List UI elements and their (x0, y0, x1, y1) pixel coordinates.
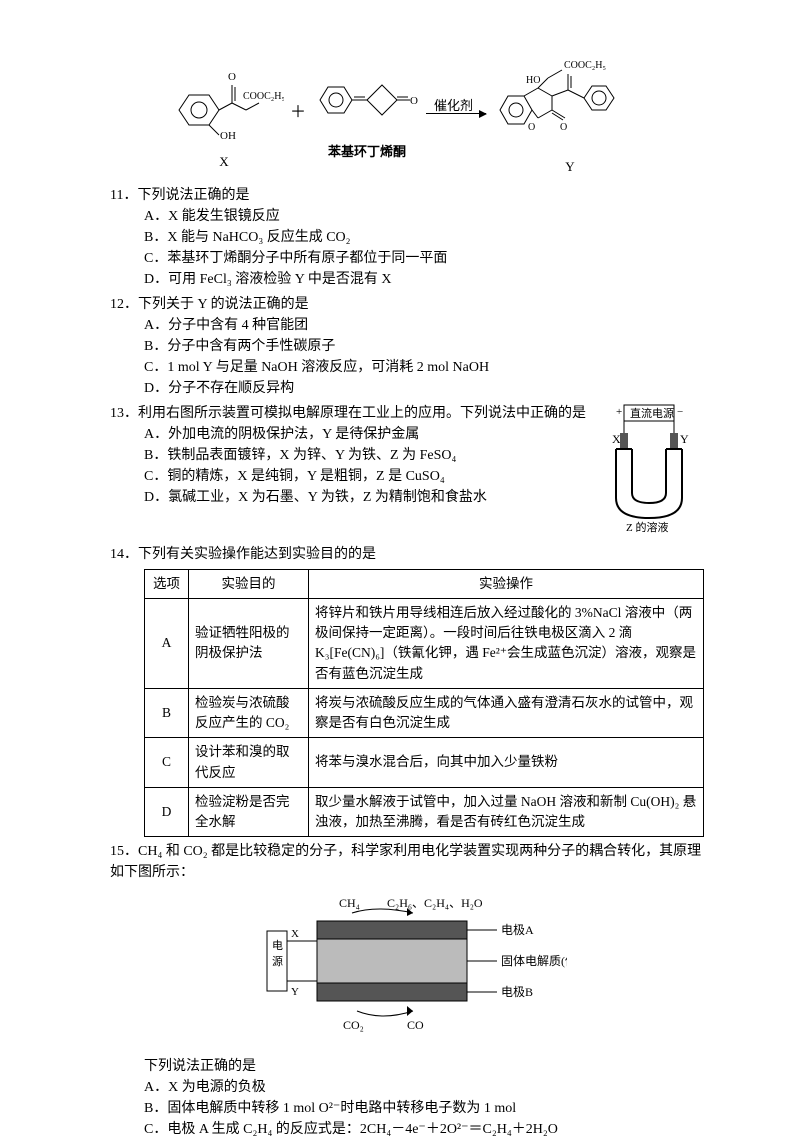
q15-stem: CH₄ 和 CO₂ 都是比较稳定的分子，科学家利用电化学装置实现两种分子的耦合转… (110, 844, 701, 880)
question-15: 15．CH₄ 和 CO₂ 都是比较稳定的分子，科学家利用电化学装置实现两种分子的… (110, 841, 704, 1140)
molecule-x: O COOC₂H₅ OH X (164, 55, 284, 172)
q12-number: 12． (110, 297, 138, 312)
q12-opt-c: C．1 mol Y 与足量 NaOH 溶液反应，可消耗 2 mol NaOH (144, 357, 704, 378)
q15-y: Y (291, 986, 299, 998)
q15-co2: CO₂ (343, 1018, 364, 1032)
q15-out-top: C₂H₆、C₂H₄、H₂O (387, 896, 483, 910)
q13-fig-x: X (612, 432, 621, 446)
molecule-y: HO O O COOC₂H₅ Y (490, 50, 650, 177)
q15-opt-c: C．电极 A 生成 C₂H₄ 的反应式是：2CH₄－4e⁻＋2O²⁻＝C₂H₄＋… (144, 1119, 704, 1140)
q14-table: 选项 实验目的 实验操作 A 验证牺牲阳极的阴极保护法 将锌片和铁片用导线相连后… (144, 569, 704, 838)
svg-text:−: − (677, 406, 683, 418)
reaction-scheme: O COOC₂H₅ OH X ＋ O 苯基环丁烯酮 催化剂 HO (110, 50, 704, 177)
q14-number: 14． (110, 547, 138, 562)
q14-stem: 下列有关实验操作能达到实验目的的是 (138, 547, 376, 562)
q12-stem: 下列关于 Y 的说法正确的是 (138, 297, 309, 312)
q11-opt-b: B．X 能与 NaHCO₃ 反应生成 CO₂ (144, 227, 704, 248)
q15-elecB: 电极B (501, 985, 533, 999)
q15-co: CO (407, 1018, 424, 1032)
molecule-reagent: O 苯基环丁烯酮 (312, 65, 422, 162)
q12-opt-b: B．分子中含有两个手性碳原子 (144, 336, 704, 357)
x-cooc2h5: COOC₂H₅ (243, 91, 284, 102)
question-12: 12．下列关于 Y 的说法正确的是 A．分子中含有 4 种官能团 B．分子中含有… (110, 294, 704, 399)
question-14: 14．下列有关实验操作能达到实验目的的是 选项 实验目的 实验操作 A 验证牺牲… (110, 544, 704, 838)
q15-ch4: CH₄ (339, 896, 360, 910)
q15-stem2: 下列说法正确的是 (144, 1056, 704, 1077)
th-option: 选项 (145, 569, 189, 598)
th-purpose: 实验目的 (189, 569, 309, 598)
q13-fig-dc: 直流电源 (630, 406, 674, 420)
q13-number: 13． (110, 406, 138, 421)
y-ho: HO (526, 75, 540, 86)
reaction-plus: ＋ (290, 101, 306, 125)
table-row: D 检验淀粉是否完全水解 取少量水解液于试管中，加入过量 NaOH 溶液和新制 … (145, 787, 704, 837)
y-label: Y (490, 157, 650, 177)
q11-stem: 下列说法正确的是 (137, 188, 249, 203)
reagent-o: O (410, 95, 418, 107)
q15-x: X (291, 928, 299, 940)
q11-opt-a: A．X 能发生银镜反应 (144, 206, 704, 227)
x-oh: OH (220, 130, 236, 142)
q13-stem: 利用右图所示装置可模拟电解原理在工业上的应用。下列说法中正确的是 (138, 406, 586, 421)
svg-text:源: 源 (272, 954, 283, 968)
question-11: 11．下列说法正确的是 A．X 能发生银镜反应 B．X 能与 NaHCO₃ 反应… (110, 185, 704, 290)
reaction-arrow: 催化剂 (426, 113, 486, 114)
y-o2: O (560, 122, 567, 133)
q15-electrolyte: 固体电解质(传导O²⁻) (501, 953, 567, 968)
question-13: 直流电源 + − X Y Z 的溶液 13．利用右图所示装置可模拟电解原理在工业上… (110, 403, 704, 540)
q11-opt-c: C．苯基环丁烯酮分子中所有原子都位于同一平面 (144, 248, 704, 269)
reagent-label: 苯基环丁烯酮 (312, 142, 422, 162)
table-row: A 验证牺牲阳极的阴极保护法 将锌片和铁片用导线相连后放入经过酸化的 3%NaC… (145, 598, 704, 688)
q15-opt-a: A．X 为电源的负极 (144, 1077, 704, 1098)
q13-fig-z: Z 的溶液 (626, 520, 668, 533)
q11-opt-d: D．可用 FeCl₃ 溶液检验 Y 中是否混有 X (144, 269, 704, 290)
x-label: X (164, 152, 284, 172)
q11-number: 11． (110, 188, 137, 203)
q15-number: 15． (110, 844, 138, 859)
q15-figure: 电 源 X Y 电极A 固体电解质(传导O²⁻) 电极B CH₄ C₂H₆、C₂… (110, 891, 704, 1048)
q13-fig-y: Y (680, 432, 689, 446)
y-o1: O (528, 122, 535, 133)
y-cooc2h5: COOC₂H₅ (564, 60, 606, 71)
q12-opt-a: A．分子中含有 4 种官能团 (144, 315, 704, 336)
catalyst-label: 催化剂 (434, 96, 473, 116)
table-row: B 检验炭与浓硫酸反应产生的 CO₂ 将炭与浓硫酸反应生成的气体通入盛有澄清石灰… (145, 688, 704, 738)
svg-text:+: + (616, 406, 622, 418)
x-o-top: O (228, 71, 236, 83)
svg-text:电: 电 (272, 939, 283, 952)
table-row: C 设计苯和溴的取代反应 将苯与溴水混合后，向其中加入少量铁粉 (145, 738, 704, 788)
q13-figure: 直流电源 + − X Y Z 的溶液 (594, 403, 704, 540)
q15-opt-b: B．固体电解质中转移 1 mol O²⁻时电路中转移电子数为 1 mol (144, 1098, 704, 1119)
th-operation: 实验操作 (309, 569, 704, 598)
q12-opt-d: D．分子不存在顺反异构 (144, 378, 704, 399)
table-header-row: 选项 实验目的 实验操作 (145, 569, 704, 598)
q15-elecA: 电极A (501, 923, 534, 937)
